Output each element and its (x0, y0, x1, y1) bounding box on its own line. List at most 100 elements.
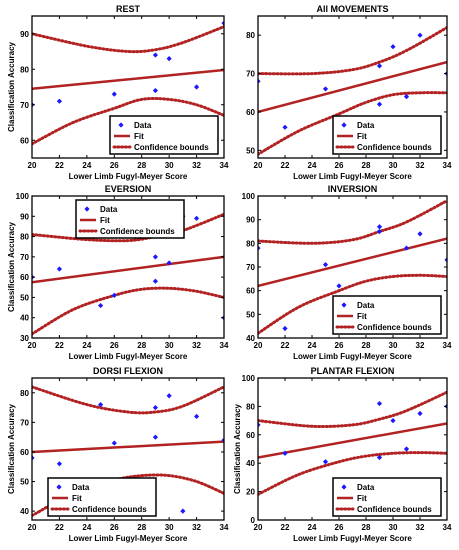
y-tick-label: 40 (246, 334, 255, 343)
fit-line (32, 68, 224, 91)
confidence-bound-lower (32, 97, 224, 146)
x-tick-label: 24 (82, 523, 91, 532)
y-tick-label: 100 (16, 192, 30, 201)
x-tick-label: 22 (55, 523, 64, 532)
data-point (403, 446, 410, 452)
panel-4: INVERSION 20 22 24 26 28 30 32 34 40 50 60 70 80 90 100… (242, 184, 452, 361)
x-tick-label: 28 (362, 161, 371, 170)
data-point (111, 91, 117, 97)
data-point (152, 87, 159, 94)
x-tick-label: 34 (443, 523, 452, 532)
y-tick-label: 30 (20, 334, 29, 343)
x-tick-label: 22 (281, 161, 290, 170)
x-tick-label: 32 (416, 523, 425, 532)
y-tick-label: 90 (246, 216, 255, 225)
data-point (322, 459, 329, 465)
x-tick-label: 32 (192, 523, 201, 532)
legend-bounds-label: Confidence bounds (357, 505, 432, 514)
panel-2: All MOVEMENTS 20 22 24 26 28 30 32 34 50 60 70 80 Low… (246, 4, 452, 181)
x-tick-label: 28 (362, 523, 371, 532)
x-tick-label: 26 (110, 523, 119, 532)
y-tick-label: 50 (246, 146, 255, 155)
x-tick-label: 34 (220, 341, 229, 350)
data-point (193, 413, 200, 420)
x-tick-label: 22 (55, 341, 64, 350)
x-tick-label: 20 (28, 341, 37, 350)
x-tick-label: 24 (82, 341, 91, 350)
legend-bounds-label: Confidence bounds (357, 323, 432, 332)
panel-title: All MOVEMENTS (316, 4, 388, 14)
y-tick-label: 80 (20, 233, 29, 242)
plot-area (32, 212, 224, 336)
y-axis-label: Classification Accuracy (7, 403, 16, 494)
x-tick-label: 34 (220, 161, 229, 170)
y-tick-label: 80 (246, 402, 255, 411)
confidence-bound-upper (32, 212, 224, 243)
data-point (193, 84, 200, 90)
x-axis-label: Lower Limb Fugyl-Meyer Score (69, 172, 188, 181)
fit-line (32, 440, 224, 454)
data-point (282, 450, 288, 456)
y-tick-label: 90 (20, 212, 29, 221)
panel-title: DORSI FLEXION (93, 366, 163, 376)
data-point (322, 86, 329, 92)
data-point (180, 508, 186, 514)
data-point (376, 63, 383, 69)
y-tick-label: 50 (20, 293, 29, 302)
x-axis-label: Lower Limb Fugyl-Meyer Score (293, 172, 412, 181)
legend-data-marker (56, 484, 62, 490)
x-tick-label: 24 (308, 341, 317, 350)
y-tick-label: 0 (251, 516, 256, 525)
data-point (152, 52, 159, 58)
y-axis-label: Classification Accuracy (7, 41, 16, 132)
panel-title: EVERSION (105, 184, 152, 194)
y-tick-label: 40 (20, 314, 29, 323)
fit-line (258, 422, 447, 459)
legend-fit-label: Fit (134, 132, 144, 141)
legend-data-label: Data (357, 121, 375, 130)
data-point (403, 93, 410, 100)
axes-frame (31, 15, 225, 159)
y-tick-label: 60 (20, 273, 29, 282)
x-tick-label: 22 (281, 523, 290, 532)
data-point (152, 278, 159, 284)
plot-area (32, 10, 224, 146)
y-tick-label: 60 (246, 287, 255, 296)
fit-line (258, 237, 447, 288)
plot-area (258, 199, 447, 335)
data-point (56, 266, 63, 272)
panel-title: PLANTAR FLEXION (311, 366, 395, 376)
legend-bounds-label: Confidence bounds (134, 143, 209, 152)
legend-fit-label: Fit (357, 494, 367, 503)
panel-3: EVERSION 20 22 24 26 28 30 32 34 30 40 50 60 70 80 90 10… (7, 184, 229, 361)
legend: Data Fit Confidence bounds (109, 115, 219, 155)
x-tick-label: 24 (308, 523, 317, 532)
x-tick-label: 34 (443, 341, 452, 350)
x-tick-label: 26 (335, 161, 344, 170)
legend-data-marker (341, 484, 347, 490)
fit-line (32, 255, 224, 284)
data-point (152, 404, 159, 411)
data-point (417, 32, 423, 38)
x-tick-label: 28 (137, 161, 146, 170)
data-point (193, 215, 200, 221)
legend-data-marker (84, 206, 90, 212)
y-axis-label: Classification Accuracy (7, 221, 16, 312)
data-point (376, 228, 383, 235)
y-tick-label: 70 (20, 418, 29, 427)
axes-frame (31, 195, 225, 339)
legend-fit-label: Fit (357, 312, 367, 321)
legend-fit-label: Fit (100, 216, 110, 225)
x-tick-label: 20 (254, 341, 263, 350)
data-point (98, 10, 103, 15)
confidence-bound-upper (258, 26, 447, 76)
legend: Data Fit Confidence bounds (47, 477, 157, 517)
x-tick-label: 20 (28, 161, 37, 170)
x-tick-label: 32 (416, 341, 425, 350)
confidence-bound-lower (32, 286, 224, 336)
x-tick-label: 22 (281, 341, 290, 350)
data-point (282, 325, 288, 332)
data-point (152, 254, 159, 260)
y-tick-label: 80 (20, 389, 29, 398)
